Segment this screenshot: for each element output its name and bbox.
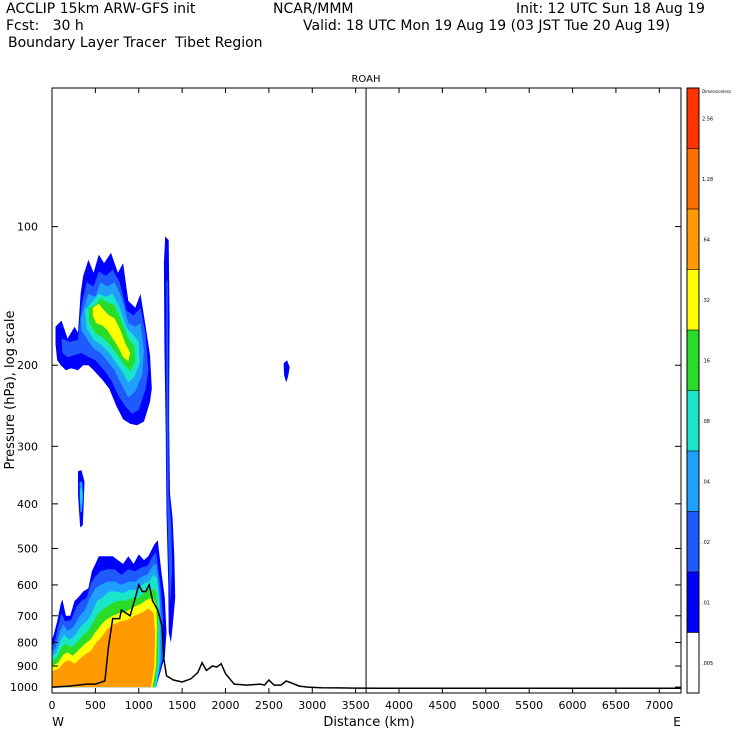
- colorbar-title: Dimensionless: [702, 89, 731, 94]
- x-tick-label: 7000: [645, 699, 673, 712]
- colorbar-level-label: .04: [702, 479, 710, 485]
- y-tick-label: 300: [17, 440, 38, 453]
- x-tick-label: 0: [49, 699, 56, 712]
- x-left-direction: W: [52, 715, 64, 729]
- x-tick-label: 1000: [125, 699, 153, 712]
- organization-label: NCAR/MMM: [273, 1, 354, 17]
- boundary-band-64: [52, 608, 156, 688]
- y-tick-label: 900: [17, 660, 38, 673]
- y-tick-label: 200: [17, 359, 38, 372]
- colorbar-level-label: .02: [702, 540, 710, 546]
- x-tick-label: 500: [85, 699, 106, 712]
- y-tick-label: 800: [17, 636, 38, 649]
- column-band-02: [166, 279, 173, 604]
- colorbar-level-label: .64: [702, 237, 710, 243]
- y-axis-title: Pressure (hPa), log scale: [3, 311, 18, 470]
- colorbar-swatch: [687, 572, 699, 633]
- colorbar-level-label: .08: [702, 419, 710, 425]
- upper-plume-band-32: [92, 303, 131, 362]
- colorbar-level-label: 2.56: [702, 116, 713, 122]
- colorbar-swatch: [687, 390, 699, 451]
- colorbar-level-label: .005: [702, 661, 713, 667]
- colorbar-swatch: [687, 269, 699, 330]
- colorbar-swatch: [687, 330, 699, 391]
- colorbar-swatch: [687, 511, 699, 572]
- x-tick-label: 6500: [602, 699, 630, 712]
- x-tick-label: 2000: [212, 699, 240, 712]
- small-blob-band-01: [283, 360, 290, 383]
- x-tick-label: 5500: [515, 699, 543, 712]
- colorbar-swatch: [687, 632, 699, 693]
- x-right-direction: E: [673, 715, 681, 729]
- mid-blob-band-08: [80, 488, 83, 507]
- y-tick-label: 100: [17, 221, 38, 234]
- y-tick-label: 1000: [10, 681, 38, 694]
- colorbar-swatch: [687, 148, 699, 209]
- x-tick-label: 1500: [168, 699, 196, 712]
- x-tick-label: 3000: [298, 699, 326, 712]
- x-tick-label: 4500: [428, 699, 456, 712]
- x-tick-label: 6000: [559, 699, 587, 712]
- y-tick-label: 400: [17, 498, 38, 511]
- x-tick-label: 3500: [342, 699, 370, 712]
- model-title: ACCLIP 15km ARW-GFS init: [6, 1, 196, 17]
- colorbar-level-label: 1.28: [702, 177, 713, 183]
- x-tick-label: 4000: [385, 699, 413, 712]
- valid-time: Valid: 18 UTC Mon 19 Aug 19 (03 JST Tue …: [303, 18, 671, 34]
- section-title: ROAH: [351, 74, 380, 85]
- x-tick-label: 2500: [255, 699, 283, 712]
- y-tick-label: 700: [17, 610, 38, 623]
- x-tick-label: 5000: [472, 699, 500, 712]
- colorbar-level-label: .16: [702, 358, 710, 364]
- y-tick-label: 600: [17, 579, 38, 592]
- x-axis-title: Distance (km): [323, 715, 414, 730]
- colorbar-level-label: .01: [702, 600, 710, 606]
- terrain-line: [52, 582, 681, 690]
- colorbar-swatch: [687, 451, 699, 512]
- init-time: Init: 12 UTC Sun 18 Aug 19: [516, 1, 705, 17]
- field-title: Boundary Layer Tracer Tibet Region: [8, 35, 263, 51]
- colorbar-level-label: .32: [702, 298, 710, 304]
- y-tick-label: 500: [17, 542, 38, 555]
- colorbar-swatch: [687, 209, 699, 270]
- colorbar-swatch: [687, 88, 699, 149]
- forecast-hour: Fcst: 30 h: [6, 18, 84, 34]
